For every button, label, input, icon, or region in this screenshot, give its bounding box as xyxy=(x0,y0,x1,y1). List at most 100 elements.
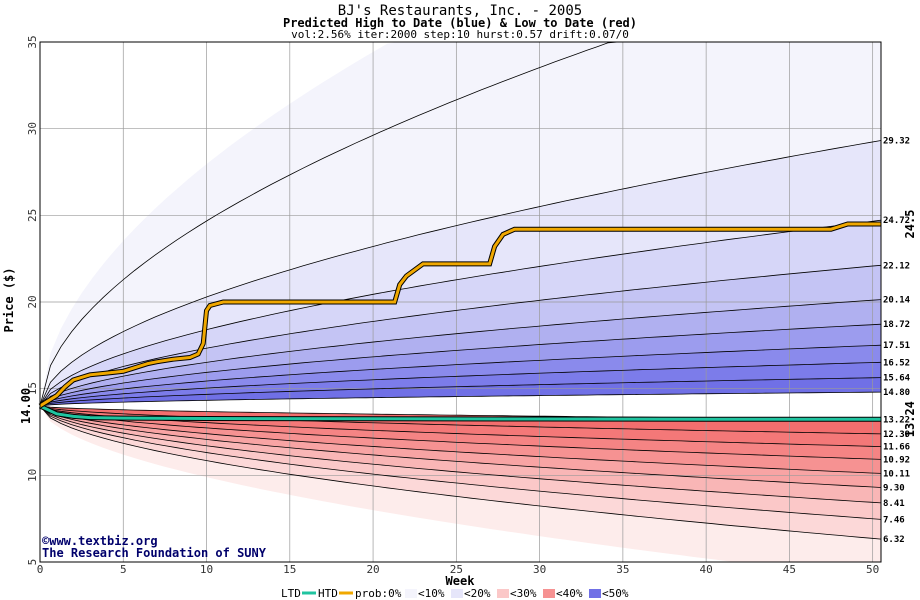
legend-bucket-50: <50% xyxy=(602,587,629,600)
ltd-end-label: 13.24 xyxy=(903,401,917,437)
credit-line-2: The Research Foundation of SUNY xyxy=(42,546,267,560)
band-level-label-4: 18.72 xyxy=(883,320,910,330)
band-high-8 xyxy=(40,377,881,406)
band-level-label-12: 10.92 xyxy=(883,455,910,465)
contour-line-3 xyxy=(39,299,882,407)
contour-line-0 xyxy=(39,140,882,407)
contour-line-2 xyxy=(39,264,882,407)
x-tick-label-5: 5 xyxy=(120,563,127,576)
y-tick-label-5: 5 xyxy=(26,559,39,566)
band-level-label-5: 17.51 xyxy=(883,341,910,351)
y-tick-label-25: 25 xyxy=(26,209,39,222)
legend-bucket-40: <40% xyxy=(556,587,583,600)
band-level-label-1: 24.72 xyxy=(883,216,910,226)
band-level-label-14: 9.30 xyxy=(883,483,905,493)
legend-swatch-30 xyxy=(543,589,555,598)
band-level-label-13: 10.11 xyxy=(883,469,910,479)
legend-swatch-0 xyxy=(405,589,417,598)
x-axis-label: Week xyxy=(446,574,476,588)
band-high-5 xyxy=(40,324,881,406)
y-tick-label-35: 35 xyxy=(26,35,39,48)
band-low-8 xyxy=(40,406,881,562)
band-low-7 xyxy=(40,406,881,540)
band-level-labels: 29.32 24.72 22.12 20.14 18.72 17.51 16.52 15.64… xyxy=(883,136,911,545)
start-price-label: 14.00 xyxy=(19,388,33,424)
legend-htd-text: HTD xyxy=(318,587,338,600)
x-tick-label-0: 0 xyxy=(37,563,44,576)
band-high-4 xyxy=(40,299,881,406)
contour-line-1 xyxy=(39,219,882,407)
x-tick-label-45: 45 xyxy=(783,563,796,576)
contour-line-5 xyxy=(39,344,882,407)
contour-line-17 xyxy=(39,405,882,540)
band-high-7 xyxy=(40,362,881,406)
y-tick-label-20: 20 xyxy=(26,295,39,308)
contour-line-11 xyxy=(39,405,882,447)
band-level-label-9: 13.22 xyxy=(883,416,910,426)
x-tick-label-30: 30 xyxy=(533,563,546,576)
band-low-3 xyxy=(40,406,881,474)
legend-bucket-10: <10% xyxy=(418,587,445,600)
contour-line-4 xyxy=(39,323,882,407)
contour-line-13 xyxy=(39,405,882,474)
contour-line-6 xyxy=(39,361,882,407)
band-level-label-16: 7.46 xyxy=(883,515,905,525)
contour-line-14 xyxy=(39,405,882,488)
x-tick-label-35: 35 xyxy=(616,563,629,576)
band-high-0 xyxy=(40,42,881,406)
ltd-series-line xyxy=(39,404,881,421)
band-low-1 xyxy=(40,406,881,447)
legend-swatch-10 xyxy=(451,589,463,598)
band-level-label-0: 29.32 xyxy=(883,136,910,146)
legend-swatch-40 xyxy=(589,589,601,598)
legend: LTD HTD prob:0% <10% <20% <30% <40% <50% xyxy=(281,587,629,600)
band-high-1 xyxy=(40,140,881,406)
band-low-5 xyxy=(40,406,881,503)
x-tick-label-15: 15 xyxy=(283,563,296,576)
band-high-2 xyxy=(40,220,881,406)
contour-line-15 xyxy=(39,405,882,504)
band-high-6 xyxy=(40,345,881,406)
credit-line-1: ©www.textbiz.org xyxy=(42,534,158,548)
contour-line-7 xyxy=(39,377,882,407)
band-low-6 xyxy=(40,406,881,520)
band-high-3 xyxy=(40,265,881,406)
legend-ltd-text: LTD xyxy=(281,587,301,600)
band-level-label-10: 12.39 xyxy=(883,430,910,440)
htd-series-line xyxy=(39,222,881,408)
band-low-2 xyxy=(40,406,881,460)
band-low-4 xyxy=(40,406,881,488)
series-lines xyxy=(38,221,881,422)
band-level-label-8: 14.80 xyxy=(883,388,910,398)
y-tick-label-30: 30 xyxy=(26,122,39,135)
contour-line-8 xyxy=(39,391,882,407)
y-tick-label-10: 10 xyxy=(26,469,39,482)
contour-line-16 xyxy=(39,405,882,520)
x-tick-label-20: 20 xyxy=(366,563,379,576)
band-level-label-11: 11.66 xyxy=(883,443,910,453)
band-level-label-2: 22.12 xyxy=(883,261,910,271)
x-tick-label-10: 10 xyxy=(200,563,213,576)
y-axis-label: Price ($) xyxy=(2,267,16,332)
chart-title: BJ's Restaurants, Inc. - 2005 xyxy=(338,3,582,19)
legend-swatch-20 xyxy=(497,589,509,598)
band-middle xyxy=(40,392,881,420)
chart-params: vol:2.56% iter:2000 step:10 hurst:0.57 d… xyxy=(291,28,629,41)
plot-frame xyxy=(39,41,882,563)
legend-bucket-20: <20% xyxy=(464,587,491,600)
x-tick-label-25: 25 xyxy=(450,563,463,576)
y-tick-label-15: 15 xyxy=(26,382,39,395)
chart-subtitle: Predicted High to Date (blue) & Low to D… xyxy=(283,16,637,30)
band-level-label-15: 8.41 xyxy=(883,499,905,509)
contour-line-12 xyxy=(39,405,882,460)
band-level-label-17: 6.32 xyxy=(883,535,905,545)
x-tick-label-40: 40 xyxy=(700,563,713,576)
htd-end-label: 24.5 xyxy=(903,210,917,239)
band-level-label-6: 16.52 xyxy=(883,358,910,368)
band-level-label-3: 20.14 xyxy=(883,296,911,306)
legend-bucket-30: <30% xyxy=(510,587,537,600)
probability-bands xyxy=(40,42,881,562)
band-level-label-7: 15.64 xyxy=(883,374,911,384)
